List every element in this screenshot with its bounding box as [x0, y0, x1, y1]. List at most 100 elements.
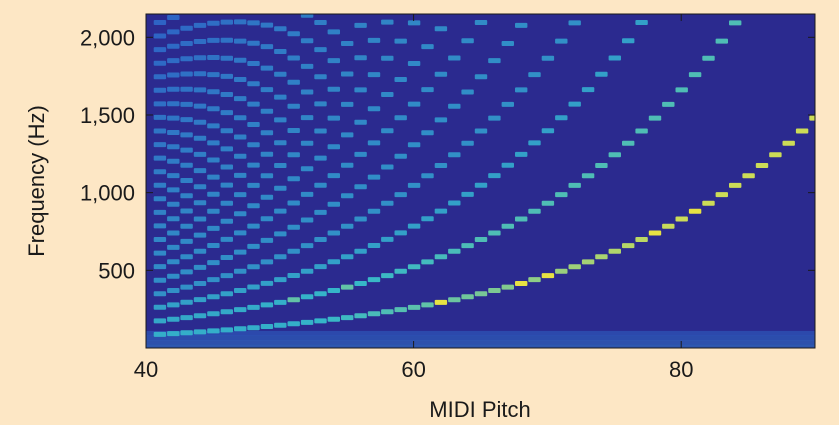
harmonic-mark: [234, 96, 247, 102]
harmonic-mark: [247, 81, 260, 87]
harmonic-mark: [167, 101, 180, 107]
harmonic-mark: [515, 151, 528, 157]
harmonic-mark: [167, 58, 180, 64]
harmonic-mark: [501, 162, 514, 168]
harmonic-mark: [234, 38, 247, 44]
harmonic-mark: [688, 72, 702, 78]
harmonic-mark: [207, 277, 220, 283]
harmonic-mark: [702, 55, 715, 61]
harmonic-mark: [474, 74, 488, 80]
harmonic-mark: [314, 20, 327, 25]
harmonic-mark: [274, 117, 287, 123]
harmonic-mark: [234, 57, 247, 63]
harmonic-mark: [327, 201, 340, 207]
harmonic-mark: [474, 291, 488, 297]
harmonic-mark: [153, 33, 167, 39]
harmonic-mark: [421, 44, 434, 50]
harmonic-mark: [193, 248, 207, 254]
harmonic-mark: [407, 101, 421, 107]
harmonic-mark: [448, 103, 461, 109]
harmonic-mark: [407, 182, 421, 188]
harmonic-mark: [327, 316, 340, 322]
y-axis: 500 1,000 1,500 2,000: [80, 25, 815, 283]
harmonic-mark: [220, 37, 233, 43]
harmonic-mark: [715, 192, 728, 198]
harmonic-mark: [247, 40, 260, 46]
harmonic-mark: [568, 20, 581, 26]
harmonic-mark: [287, 176, 300, 182]
harmonic-mark: [287, 321, 300, 327]
harmonic-mark: [300, 89, 314, 95]
harmonic-mark: [421, 130, 434, 136]
harmonic-mark: [274, 26, 287, 32]
harmonic-mark: [274, 71, 287, 77]
harmonic-mark: [421, 87, 434, 93]
harmonic-mark: [675, 87, 688, 93]
harmonic-mark: [234, 268, 247, 274]
harmonic-mark: [274, 163, 287, 168]
harmonic-mark: [234, 249, 247, 255]
harmonic-mark: [488, 58, 501, 64]
harmonic-mark: [167, 259, 180, 265]
harmonic-mark: [247, 264, 260, 270]
harmonic-mark: [207, 106, 220, 112]
harmonic-mark: [327, 173, 340, 179]
harmonic-mark: [167, 130, 180, 135]
harmonic-mark: [300, 268, 314, 274]
harmonic-mark: [394, 77, 407, 82]
harmonic-mark: [782, 140, 795, 146]
harmonic-mark: [287, 248, 300, 254]
harmonic-mark: [314, 264, 327, 270]
harmonic-mark: [555, 268, 568, 274]
harmonic-mark: [448, 248, 461, 254]
harmonic-mark: [407, 223, 421, 229]
harmonic-mark: [421, 259, 434, 265]
harmonic-mark: [180, 162, 193, 168]
harmonic-mark: [167, 15, 180, 20]
harmonic-mark: [341, 71, 354, 77]
harmonic-mark: [220, 236, 233, 242]
harmonic-mark: [207, 157, 220, 163]
harmonic-mark: [434, 117, 448, 123]
harmonic-mark: [193, 216, 207, 222]
harmonic-mark: [207, 37, 220, 43]
harmonic-mark: [274, 49, 287, 54]
harmonic-mark: [153, 60, 167, 66]
harmonic-mark: [193, 313, 207, 319]
harmonic-mark: [367, 311, 381, 317]
harmonic-mark: [193, 135, 207, 141]
harmonic-mark: [515, 216, 528, 222]
harmonic-mark: [274, 94, 287, 100]
harmonic-mark: [715, 38, 728, 44]
harmonic-mark: [434, 163, 448, 168]
harmonic-mark: [180, 86, 193, 92]
harmonic-mark: [354, 281, 367, 286]
harmonic-mark: [648, 115, 662, 121]
harmonic-mark: [367, 208, 381, 214]
y-tick-label: 1,500: [80, 103, 135, 128]
harmonic-mark: [193, 200, 207, 206]
harmonic-mark: [220, 73, 233, 79]
harmonic-mark: [153, 114, 167, 120]
harmonic-mark: [167, 115, 180, 121]
harmonic-mark: [381, 200, 394, 206]
harmonic-mark: [568, 101, 581, 107]
harmonic-mark: [193, 55, 207, 61]
harmonic-mark: [367, 243, 381, 248]
harmonic-mark: [394, 115, 407, 121]
harmonic-mark: [314, 237, 327, 242]
harmonic-mark: [367, 106, 381, 112]
plot-frame: [145, 13, 816, 349]
harmonic-mark: [167, 216, 180, 222]
harmonic-mark: [153, 209, 167, 215]
harmonic-mark: [167, 244, 180, 250]
harmonic-mark: [180, 254, 193, 260]
harmonic-mark: [394, 38, 407, 44]
harmonic-mark: [407, 142, 421, 148]
harmonic-mark: [220, 146, 233, 152]
harmonic-mark: [180, 71, 193, 77]
harmonic-mark: [274, 277, 287, 283]
harmonic-mark: [207, 55, 220, 60]
harmonic-mark: [220, 218, 233, 224]
harmonic-mark: [180, 41, 193, 46]
